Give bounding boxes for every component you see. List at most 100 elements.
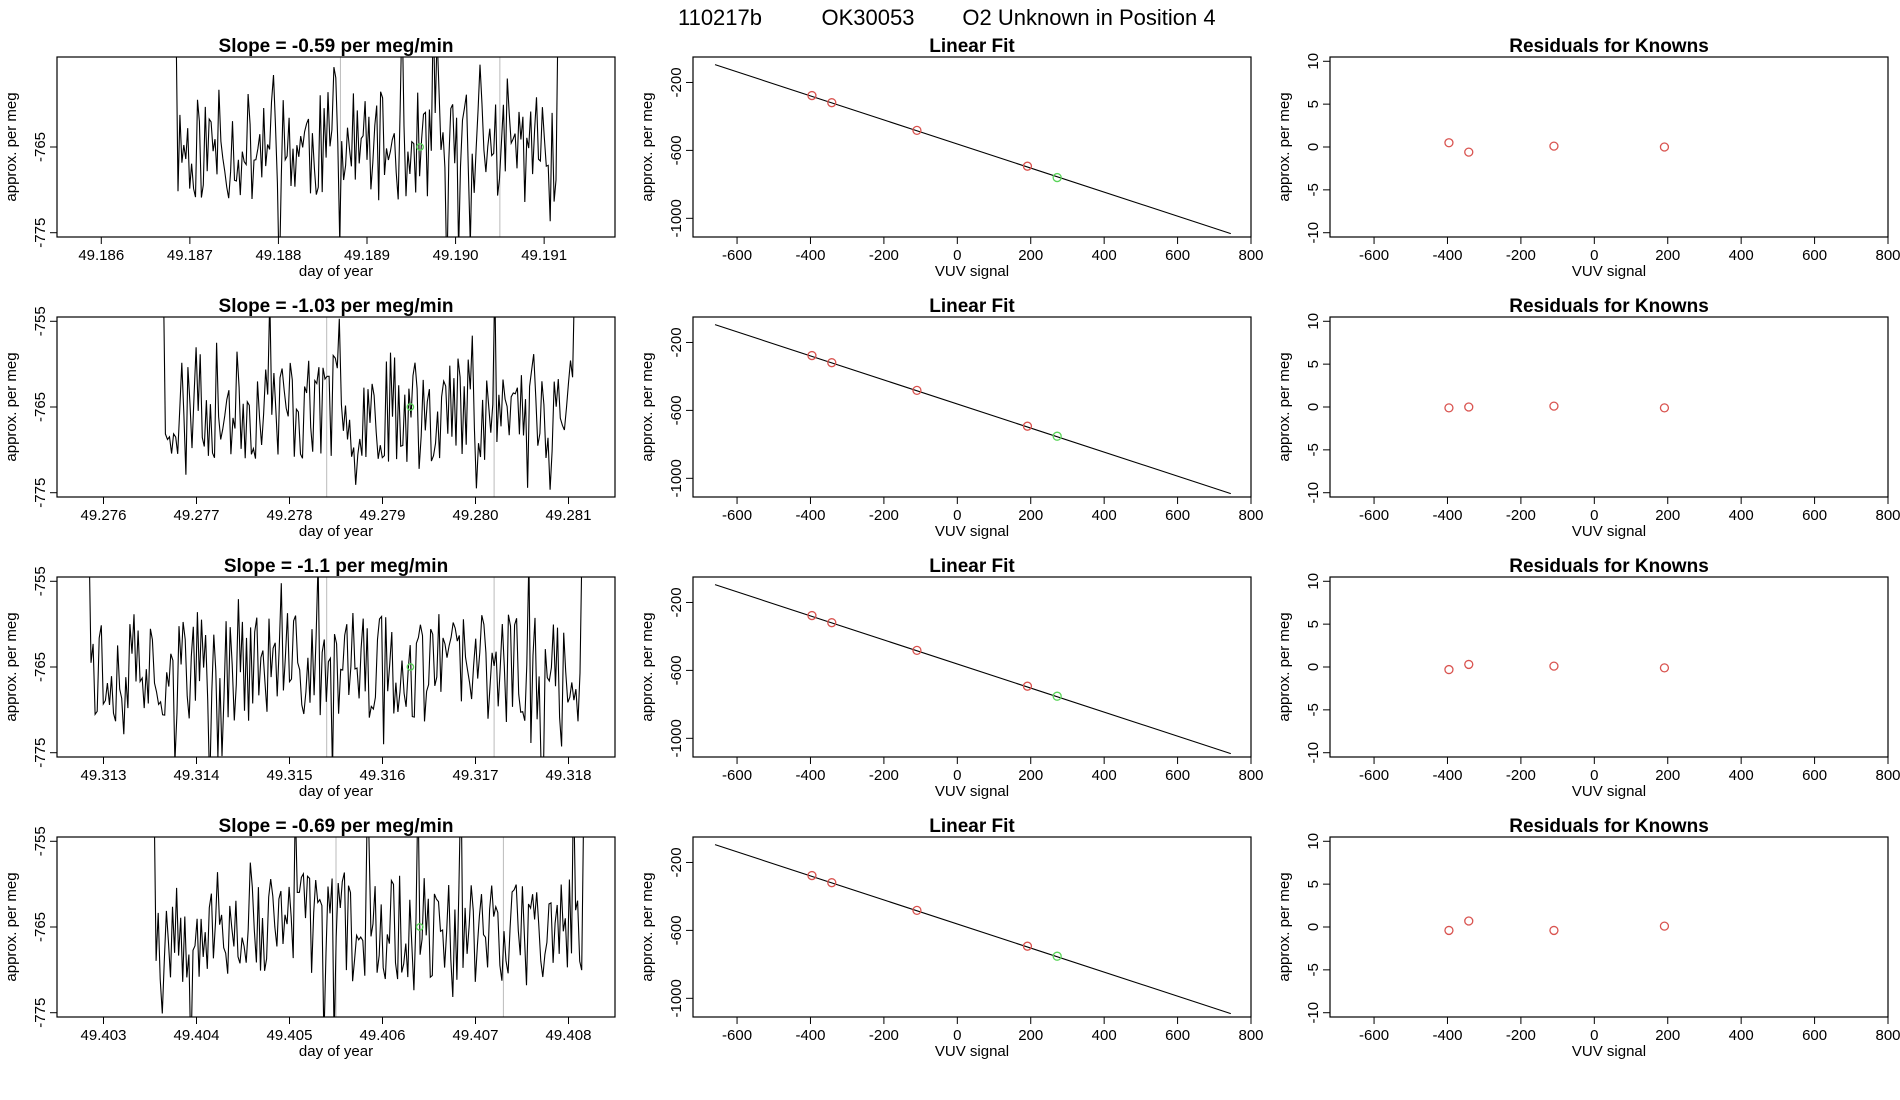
row3-time-series-ylabel: approx. per meg bbox=[3, 612, 20, 721]
row4-linear-fit-known-point bbox=[1022, 941, 1033, 951]
row1-time-series-xtick-label: 49.186 bbox=[78, 247, 124, 264]
row2-time-series-panel: Slope = -1.03 per meg/min 49.276 49.277 49.… bbox=[3, 296, 616, 540]
row1-residuals-xlabel: VUV signal bbox=[1572, 263, 1646, 280]
row3-linear-fit-xtick-label: 200 bbox=[1018, 767, 1043, 784]
row4-residuals-ytick-label: -5 bbox=[1305, 963, 1322, 976]
row1-linear-fit-xtick-label: 200 bbox=[1018, 247, 1043, 264]
row1-residuals-xtick-label: 0 bbox=[1590, 247, 1598, 264]
row4-residuals-plot-area bbox=[1444, 916, 1670, 936]
row1-time-series-xtick-label: 49.189 bbox=[344, 247, 390, 264]
row2-residuals-ytick-label: -5 bbox=[1305, 443, 1322, 456]
row3-linear-fit-xtick-label: -200 bbox=[869, 767, 899, 784]
row2-time-series-plot-area bbox=[163, 317, 575, 497]
row3-residuals-xtick-label: 0 bbox=[1590, 767, 1598, 784]
row1-linear-fit-xtick-label: 0 bbox=[953, 247, 961, 264]
row1-linear-fit-ytick-label: -200 bbox=[668, 67, 685, 97]
row4-residuals-xtick-label: 800 bbox=[1875, 1027, 1900, 1044]
row4-residuals-xlabel: VUV signal bbox=[1572, 1043, 1646, 1060]
row3-time-series-title: Slope = -1.1 per meg/min bbox=[224, 556, 448, 577]
row3-residuals-panel: Residuals for Knowns -600 -400 -200 0 200 400 6… bbox=[1276, 556, 1900, 800]
row4-linear-fit-xlabel: VUV signal bbox=[935, 1043, 1009, 1060]
row3-time-series-series-line bbox=[89, 577, 583, 757]
row4-linear-fit-xtick-label: -600 bbox=[722, 1027, 752, 1044]
row3-linear-fit-known-point bbox=[807, 610, 817, 621]
row1-residuals-title: Residuals for Knowns bbox=[1509, 36, 1709, 57]
row2-linear-fit-xtick-label: 400 bbox=[1092, 507, 1117, 524]
row3-linear-fit-panel: Linear Fit -600 -400 -200 0 200 400 600 800 -200 -… bbox=[639, 556, 1264, 800]
row3-residuals-title: Residuals for Knowns bbox=[1509, 556, 1709, 577]
row2-linear-fit-xtick-label: -600 bbox=[722, 507, 752, 524]
row3-linear-fit-title: Linear Fit bbox=[929, 556, 1015, 577]
row1-residuals-frame bbox=[1329, 56, 1889, 238]
row1-time-series-frame bbox=[56, 56, 616, 238]
row4-time-series-xtick-label: 49.406 bbox=[360, 1027, 406, 1044]
row1-linear-fit-xtick-label: -400 bbox=[795, 247, 825, 264]
row4-residuals-xtick-label: -600 bbox=[1359, 1027, 1389, 1044]
row2-residuals-frame bbox=[1329, 316, 1889, 498]
row2-residuals-ytick-label: 10 bbox=[1305, 313, 1322, 330]
row1-linear-fit-plot-area bbox=[714, 64, 1231, 235]
row4-time-series-xtick-label: 49.404 bbox=[174, 1027, 220, 1044]
row1-residuals-ylabel: approx. per meg bbox=[1276, 92, 1293, 201]
row3-time-series-xtick-label: 49.315 bbox=[267, 767, 313, 784]
row4-linear-fit-panel: Linear Fit -600 -400 -200 0 200 400 600 800 -200 -… bbox=[639, 816, 1264, 1060]
row3-time-series-unknown-point bbox=[406, 663, 415, 671]
row2-linear-fit-xtick-label: 600 bbox=[1165, 507, 1190, 524]
row2-time-series-ytick-label: -775 bbox=[32, 478, 49, 508]
row1-residuals-xtick-label: 600 bbox=[1802, 247, 1827, 264]
row3-linear-fit-ytick-label: -200 bbox=[668, 587, 685, 617]
row1-time-series-xtick-label: 49.191 bbox=[521, 247, 567, 264]
row4-time-series-xtick-label: 49.407 bbox=[453, 1027, 499, 1044]
row2-residuals-plot-area bbox=[1444, 401, 1670, 413]
row4-residuals-ytick-label: 5 bbox=[1305, 880, 1322, 888]
row1-linear-fit-xtick-label: 400 bbox=[1092, 247, 1117, 264]
row2-time-series-xtick-label: 49.277 bbox=[174, 507, 220, 524]
row4-residuals-xtick-label: 400 bbox=[1729, 1027, 1754, 1044]
row2-residuals-known-point bbox=[1464, 402, 1474, 412]
row4-linear-fit-title: Linear Fit bbox=[929, 816, 1015, 837]
row1-residuals-ytick-label: -5 bbox=[1305, 183, 1322, 196]
row3-linear-fit-unknown-point bbox=[1052, 691, 1062, 701]
row2-residuals-known-point bbox=[1549, 401, 1559, 411]
row4-linear-fit-unknown-point bbox=[1052, 951, 1062, 961]
row2-residuals-title: Residuals for Knowns bbox=[1509, 296, 1709, 317]
row2-linear-fit-xtick-label: 0 bbox=[953, 507, 961, 524]
row2-time-series-xtick-label: 49.279 bbox=[360, 507, 406, 524]
row4-linear-fit-xtick-label: -200 bbox=[869, 1027, 899, 1044]
row4-linear-fit-ytick-label: -200 bbox=[668, 847, 685, 877]
row1-time-series-unknown-point bbox=[416, 143, 424, 151]
row3-time-series-plot-area bbox=[89, 577, 583, 757]
row2-residuals-known-point bbox=[1659, 403, 1670, 413]
row4-residuals-ytick-label: -10 bbox=[1305, 1002, 1322, 1024]
row3-linear-fit-xtick-label: 400 bbox=[1092, 767, 1117, 784]
row3-linear-fit-ytick-label: -600 bbox=[668, 655, 685, 685]
row2-time-series-unknown-point bbox=[406, 403, 415, 411]
row2-residuals-xtick-label: -200 bbox=[1506, 507, 1536, 524]
row2-linear-fit-xtick-label: 800 bbox=[1238, 507, 1263, 524]
row4-linear-fit-known-point bbox=[827, 878, 837, 888]
row3-linear-fit-xtick-label: 0 bbox=[953, 767, 961, 784]
row2-residuals-xlabel: VUV signal bbox=[1572, 523, 1646, 540]
row4-time-series-ytick-label: -775 bbox=[32, 998, 49, 1028]
row3-residuals-ylabel: approx. per meg bbox=[1276, 612, 1293, 721]
row2-linear-fit-title: Linear Fit bbox=[929, 296, 1015, 317]
row1-time-series-xtick-label: 49.190 bbox=[433, 247, 479, 264]
row3-residuals-known-point bbox=[1464, 659, 1474, 670]
row2-time-series-ylabel: approx. per meg bbox=[3, 352, 20, 461]
row2-time-series-xtick-label: 49.281 bbox=[546, 507, 592, 524]
row1-residuals-ytick-label: -10 bbox=[1305, 222, 1322, 244]
row2-time-series-xlabel: day of year bbox=[299, 523, 373, 540]
row4-residuals-xtick-label: 600 bbox=[1802, 1027, 1827, 1044]
row2-residuals-ylabel: approx. per meg bbox=[1276, 352, 1293, 461]
row3-linear-fit-xtick-label: -400 bbox=[795, 767, 825, 784]
row3-linear-fit-fit-line bbox=[714, 584, 1231, 755]
row4-linear-fit-xtick-label: 0 bbox=[953, 1027, 961, 1044]
row3-linear-fit-known-point bbox=[1022, 681, 1033, 691]
figure-title-ok: OK30053 bbox=[822, 5, 915, 30]
row3-linear-fit-known-point bbox=[912, 645, 922, 656]
row4-residuals-frame bbox=[1329, 836, 1889, 1018]
row4-time-series-ylabel: approx. per meg bbox=[3, 872, 20, 981]
row2-residuals-ytick-label: -10 bbox=[1305, 482, 1322, 504]
row1-residuals-xtick-label: -200 bbox=[1506, 247, 1536, 264]
row1-linear-fit-fit-line bbox=[714, 64, 1231, 235]
